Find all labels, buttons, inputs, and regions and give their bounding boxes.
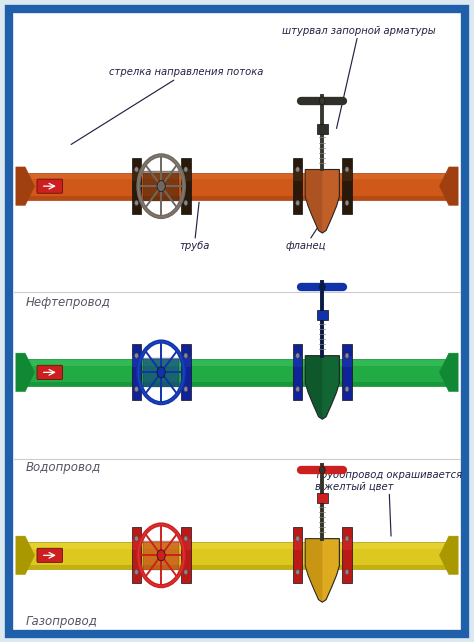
Bar xyxy=(317,493,328,503)
Circle shape xyxy=(345,353,349,358)
Bar xyxy=(19,542,455,569)
Circle shape xyxy=(184,167,188,172)
Circle shape xyxy=(135,200,138,205)
Circle shape xyxy=(345,569,349,575)
Bar xyxy=(143,541,179,570)
Bar xyxy=(132,344,141,401)
Text: Нефтепровод: Нефтепровод xyxy=(26,297,111,309)
Circle shape xyxy=(135,353,138,358)
Text: штурвал запорной арматуры: штурвал запорной арматуры xyxy=(282,26,436,128)
Circle shape xyxy=(319,97,325,105)
Bar xyxy=(293,344,302,401)
FancyBboxPatch shape xyxy=(37,548,63,562)
Polygon shape xyxy=(305,539,322,602)
Bar xyxy=(342,169,352,180)
FancyBboxPatch shape xyxy=(37,365,63,379)
Bar xyxy=(317,124,328,134)
Circle shape xyxy=(184,353,188,358)
Circle shape xyxy=(296,353,300,358)
Circle shape xyxy=(345,536,349,541)
Polygon shape xyxy=(439,353,458,392)
Bar xyxy=(132,539,141,550)
Bar xyxy=(342,344,352,401)
Circle shape xyxy=(135,569,138,575)
Bar xyxy=(19,196,455,200)
Circle shape xyxy=(135,167,138,172)
Bar xyxy=(181,528,191,583)
Circle shape xyxy=(157,180,165,192)
Polygon shape xyxy=(305,539,339,602)
Bar xyxy=(342,356,352,367)
Bar xyxy=(19,565,455,569)
Circle shape xyxy=(345,167,349,172)
Polygon shape xyxy=(439,167,458,205)
Bar xyxy=(19,542,455,548)
Bar xyxy=(293,169,302,180)
Circle shape xyxy=(319,283,325,291)
Bar xyxy=(181,356,191,367)
Circle shape xyxy=(135,386,138,392)
Polygon shape xyxy=(305,356,322,419)
Circle shape xyxy=(184,386,188,392)
Bar xyxy=(181,539,191,550)
Bar xyxy=(317,310,328,320)
Text: стрелка направления потока: стрелка направления потока xyxy=(71,67,264,144)
Circle shape xyxy=(157,367,165,378)
Polygon shape xyxy=(16,536,35,575)
Bar xyxy=(293,356,302,367)
Bar xyxy=(342,528,352,583)
Bar xyxy=(132,528,141,583)
Circle shape xyxy=(296,536,300,541)
Circle shape xyxy=(157,550,165,561)
Bar xyxy=(342,159,352,214)
Bar xyxy=(19,360,455,366)
Circle shape xyxy=(296,569,300,575)
Bar xyxy=(19,382,455,386)
Text: труба: труба xyxy=(179,202,210,251)
Bar xyxy=(143,171,179,201)
Polygon shape xyxy=(305,169,322,233)
Polygon shape xyxy=(16,167,35,205)
Bar xyxy=(293,159,302,214)
Circle shape xyxy=(319,466,325,474)
Circle shape xyxy=(296,167,300,172)
Polygon shape xyxy=(16,353,35,392)
Polygon shape xyxy=(305,169,339,233)
Bar xyxy=(293,539,302,550)
Text: трубопровод окрашивается
в желтый цвет: трубопровод окрашивается в желтый цвет xyxy=(315,470,462,536)
Bar xyxy=(132,356,141,367)
Circle shape xyxy=(184,569,188,575)
Text: Газопровод: Газопровод xyxy=(26,615,98,628)
Circle shape xyxy=(135,536,138,541)
Circle shape xyxy=(184,536,188,541)
Circle shape xyxy=(296,200,300,205)
Bar xyxy=(181,344,191,401)
Bar xyxy=(181,169,191,180)
Bar xyxy=(181,159,191,214)
Bar xyxy=(19,173,455,200)
Bar xyxy=(19,173,455,180)
Circle shape xyxy=(345,200,349,205)
FancyBboxPatch shape xyxy=(37,179,63,193)
Circle shape xyxy=(184,200,188,205)
Polygon shape xyxy=(305,356,339,419)
Bar xyxy=(132,159,141,214)
Bar xyxy=(342,539,352,550)
Circle shape xyxy=(296,386,300,392)
Bar xyxy=(132,169,141,180)
Bar xyxy=(293,528,302,583)
Text: фланец: фланец xyxy=(285,202,334,251)
FancyBboxPatch shape xyxy=(9,9,465,634)
Polygon shape xyxy=(439,536,458,575)
Text: Водопровод: Водопровод xyxy=(26,461,101,474)
Bar xyxy=(19,359,455,386)
Circle shape xyxy=(345,386,349,392)
Bar xyxy=(143,358,179,387)
